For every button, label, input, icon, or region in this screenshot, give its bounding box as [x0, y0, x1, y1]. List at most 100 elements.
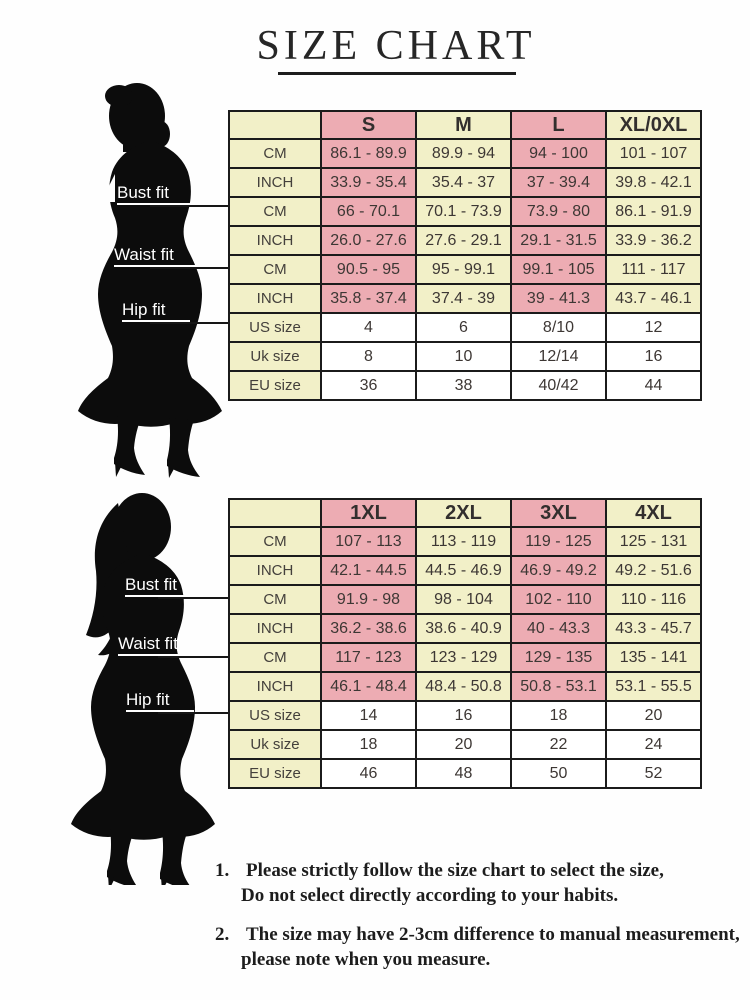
table-row: Uk size 8 10 12/14 16: [228, 341, 702, 372]
corner-cell: [228, 498, 322, 528]
cell: 6: [415, 312, 512, 343]
cell: 119 - 125: [510, 526, 607, 557]
row-label: INCH: [228, 167, 322, 198]
page-title: SIZE CHART: [256, 23, 536, 69]
table-row: CM 117 - 123 123 - 129 129 - 135 135 - 1…: [228, 642, 702, 673]
cell: 38: [415, 370, 512, 401]
cell: 48: [415, 758, 512, 789]
cell: 113 - 119: [415, 526, 512, 557]
table-row: EU size 46 48 50 52: [228, 758, 702, 789]
cell: 53.1 - 55.5: [605, 671, 702, 702]
bust-fit-line-2: [158, 597, 228, 599]
row-label: US size: [228, 312, 322, 343]
row-label: CM: [228, 138, 322, 169]
corner-cell: [228, 110, 322, 140]
cell: 91.9 - 98: [320, 584, 417, 615]
cell: 46.9 - 49.2: [510, 555, 607, 586]
cell: 50.8 - 53.1: [510, 671, 607, 702]
bust-fit-label-1: Bust fit: [117, 182, 195, 205]
cell: 37 - 39.4: [510, 167, 607, 198]
table-row: US size 4 6 8/10 12: [228, 312, 702, 343]
cell: 50: [510, 758, 607, 789]
cell: 20: [415, 729, 512, 760]
table-row: EU size 36 38 40/42 44: [228, 370, 702, 401]
size-col-header: S: [320, 110, 417, 140]
table-row: CM 86.1 - 89.9 89.9 - 94 94 - 100 101 - …: [228, 138, 702, 169]
table-row: CM 91.9 - 98 98 - 104 102 - 110 110 - 11…: [228, 584, 702, 615]
cell: 86.1 - 89.9: [320, 138, 417, 169]
table-row: INCH 26.0 - 27.6 27.6 - 29.1 29.1 - 31.5…: [228, 225, 702, 256]
cell: 70.1 - 73.9: [415, 196, 512, 227]
waist-fit-line-1: [150, 267, 228, 269]
row-label: INCH: [228, 225, 322, 256]
cell: 46: [320, 758, 417, 789]
row-label: CM: [228, 196, 322, 227]
cell: 33.9 - 36.2: [605, 225, 702, 256]
size-header-row: S M L XL/0XL: [228, 110, 702, 140]
row-label: INCH: [228, 613, 322, 644]
note-number: 1.: [215, 860, 230, 881]
cell: 42.1 - 44.5: [320, 555, 417, 586]
row-label: US size: [228, 700, 322, 731]
cell: 38.6 - 40.9: [415, 613, 512, 644]
row-label: EU size: [228, 758, 322, 789]
bust-fit-line-1: [150, 205, 228, 207]
bust-fit-label-2: Bust fit: [125, 574, 203, 597]
cell: 8/10: [510, 312, 607, 343]
size-col-header: 3XL: [510, 498, 607, 528]
cell: 44.5 - 46.9: [415, 555, 512, 586]
cell: 94 - 100: [510, 138, 607, 169]
cell: 27.6 - 29.1: [415, 225, 512, 256]
note-line: The size may have 2-3cm difference to ma…: [246, 924, 740, 945]
cell: 43.7 - 46.1: [605, 283, 702, 314]
cell: 107 - 113: [320, 526, 417, 557]
size-header-row: 1XL 2XL 3XL 4XL: [228, 498, 702, 528]
cell: 90.5 - 95: [320, 254, 417, 285]
cell: 95 - 99.1: [415, 254, 512, 285]
cell: 52: [605, 758, 702, 789]
female-silhouette-1: [78, 83, 222, 478]
cell: 39 - 41.3: [510, 283, 607, 314]
female-silhouette-2: [71, 493, 215, 885]
cell: 89.9 - 94: [415, 138, 512, 169]
cell: 14: [320, 700, 417, 731]
size-col-header: 2XL: [415, 498, 512, 528]
cell: 73.9 - 80: [510, 196, 607, 227]
cell: 123 - 129: [415, 642, 512, 673]
table-row: INCH 36.2 - 38.6 38.6 - 40.9 40 - 43.3 4…: [228, 613, 702, 644]
cell: 40 - 43.3: [510, 613, 607, 644]
note-line: Do not select directly according to your…: [241, 885, 619, 906]
cell: 43.3 - 45.7: [605, 613, 702, 644]
cell: 117 - 123: [320, 642, 417, 673]
table-row: INCH 42.1 - 44.5 44.5 - 46.9 46.9 - 49.2…: [228, 555, 702, 586]
row-label: INCH: [228, 555, 322, 586]
cell: 10: [415, 341, 512, 372]
hip-fit-label-2: Hip fit: [126, 689, 194, 712]
table-row: CM 66 - 70.1 70.1 - 73.9 73.9 - 80 86.1 …: [228, 196, 702, 227]
cell: 16: [415, 700, 512, 731]
waist-fit-label-1: Waist fit: [114, 244, 200, 267]
cell: 48.4 - 50.8: [415, 671, 512, 702]
row-label: CM: [228, 584, 322, 615]
cell: 101 - 107: [605, 138, 702, 169]
cell: 125 - 131: [605, 526, 702, 557]
size-col-header: L: [510, 110, 607, 140]
cell: 12: [605, 312, 702, 343]
size-col-header: M: [415, 110, 512, 140]
row-label: CM: [228, 642, 322, 673]
size-table-plus: 1XL 2XL 3XL 4XL CM 107 - 113 113 - 119 1…: [228, 498, 702, 789]
cell: 44: [605, 370, 702, 401]
cell: 12/14: [510, 341, 607, 372]
cell: 4: [320, 312, 417, 343]
cell: 40/42: [510, 370, 607, 401]
cell: 111 - 117: [605, 254, 702, 285]
cell: 49.2 - 51.6: [605, 555, 702, 586]
cell: 37.4 - 39: [415, 283, 512, 314]
cell: 99.1 - 105: [510, 254, 607, 285]
table-row: US size 14 16 18 20: [228, 700, 702, 731]
cell: 16: [605, 341, 702, 372]
row-label: CM: [228, 526, 322, 557]
size-col-header: 1XL: [320, 498, 417, 528]
hip-fit-line-1: [150, 322, 228, 324]
table-row: CM 90.5 - 95 95 - 99.1 99.1 - 105 111 - …: [228, 254, 702, 285]
